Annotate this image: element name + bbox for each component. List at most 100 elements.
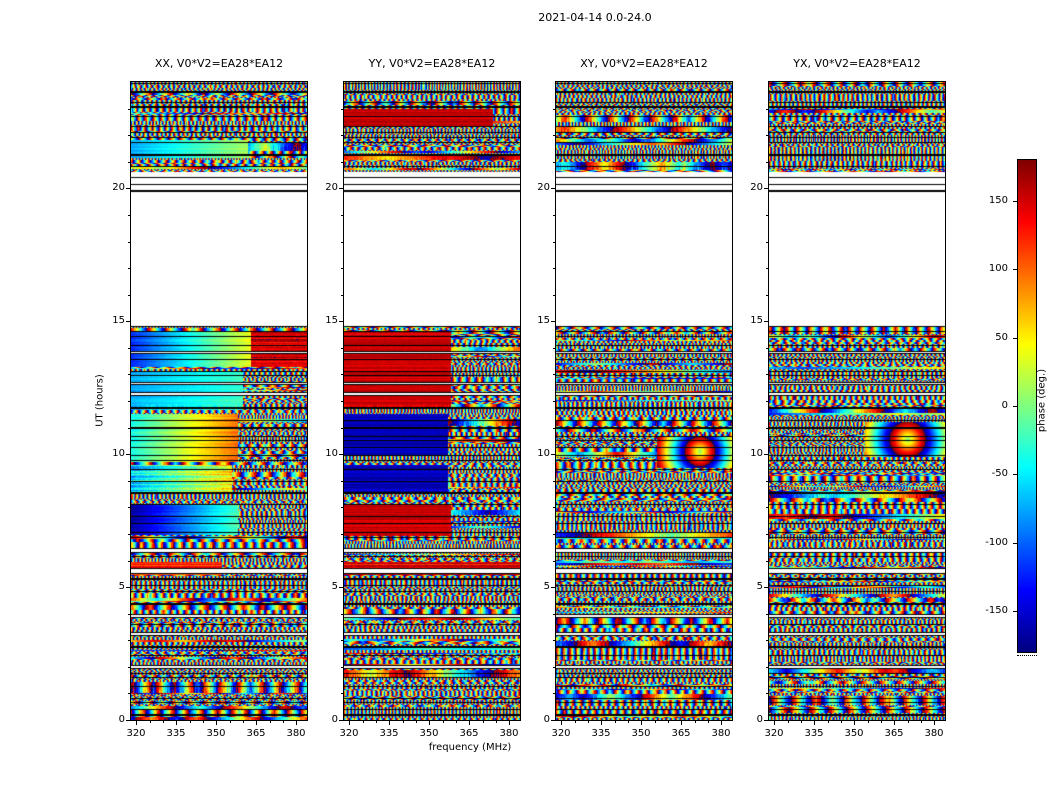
y-major-tick bbox=[551, 454, 555, 455]
x-minor-tick bbox=[828, 721, 829, 723]
x-major-tick bbox=[854, 721, 855, 725]
y-minor-tick bbox=[128, 507, 130, 508]
y-minor-tick bbox=[341, 109, 343, 110]
x-major-tick bbox=[894, 721, 895, 725]
x-tick-label: 380 bbox=[286, 728, 306, 739]
y-minor-tick bbox=[766, 348, 768, 349]
x-minor-tick bbox=[496, 721, 497, 723]
colorbar-tick bbox=[1013, 543, 1017, 544]
panel-xx-title: XX, V0*V2=EA28*EA12 bbox=[154, 57, 284, 70]
x-tick-label: 335 bbox=[379, 728, 399, 739]
y-tick-label: 10 bbox=[750, 448, 763, 459]
y-minor-tick bbox=[128, 215, 130, 216]
x-minor-tick bbox=[708, 721, 709, 723]
y-minor-tick bbox=[128, 109, 130, 110]
x-minor-tick bbox=[203, 721, 204, 723]
x-tick-label: 320 bbox=[126, 728, 146, 739]
x-minor-tick bbox=[150, 721, 151, 723]
y-minor-tick bbox=[766, 507, 768, 508]
x-major-tick bbox=[176, 721, 177, 725]
y-tick-label: 10 bbox=[537, 448, 550, 459]
y-minor-tick bbox=[553, 640, 555, 641]
y-minor-tick bbox=[128, 295, 130, 296]
x-major-tick bbox=[216, 721, 217, 725]
x-minor-tick bbox=[230, 721, 231, 723]
colorbar-tick bbox=[1013, 269, 1017, 270]
y-major-tick bbox=[126, 454, 130, 455]
x-minor-tick bbox=[443, 721, 444, 723]
y-minor-tick bbox=[553, 109, 555, 110]
x-tick-label: 335 bbox=[591, 728, 611, 739]
y-minor-tick bbox=[341, 162, 343, 163]
x-minor-tick bbox=[416, 721, 417, 723]
x-minor-tick bbox=[615, 721, 616, 723]
y-minor-tick bbox=[553, 295, 555, 296]
y-minor-tick bbox=[341, 295, 343, 296]
y-major-tick bbox=[126, 720, 130, 721]
y-minor-tick bbox=[766, 640, 768, 641]
x-tick-label: 380 bbox=[499, 728, 519, 739]
panel-yx-heatmap bbox=[768, 81, 946, 721]
x-minor-tick bbox=[695, 721, 696, 723]
y-minor-tick bbox=[341, 693, 343, 694]
y-tick-label: 0 bbox=[756, 714, 763, 725]
y-minor-tick bbox=[766, 162, 768, 163]
y-tick-label: 20 bbox=[112, 182, 125, 193]
y-minor-tick bbox=[128, 534, 130, 535]
y-tick-label: 15 bbox=[537, 315, 550, 326]
y-tick-label: 20 bbox=[537, 182, 550, 193]
x-minor-tick bbox=[363, 721, 364, 723]
y-major-tick bbox=[764, 720, 768, 721]
y-tick-label: 10 bbox=[112, 448, 125, 459]
y-minor-tick bbox=[128, 348, 130, 349]
x-minor-tick bbox=[628, 721, 629, 723]
y-minor-tick bbox=[766, 534, 768, 535]
y-major-tick bbox=[339, 720, 343, 721]
y-minor-tick bbox=[341, 667, 343, 668]
y-tick-label: 0 bbox=[118, 714, 125, 725]
x-minor-tick bbox=[668, 721, 669, 723]
x-tick-label: 320 bbox=[764, 728, 784, 739]
y-minor-tick bbox=[341, 215, 343, 216]
colorbar-label: phase (deg.) bbox=[1036, 368, 1048, 433]
y-minor-tick bbox=[128, 428, 130, 429]
x-tick-label: 365 bbox=[884, 728, 904, 739]
y-major-tick bbox=[126, 587, 130, 588]
x-tick-label: 365 bbox=[246, 728, 266, 739]
colorbar-underline-dotted bbox=[1017, 655, 1037, 656]
y-minor-tick bbox=[553, 135, 555, 136]
y-minor-tick bbox=[766, 215, 768, 216]
y-minor-tick bbox=[553, 348, 555, 349]
colorbar-tick bbox=[1013, 611, 1017, 612]
colorbar-tick-label: -100 bbox=[985, 537, 1008, 548]
x-major-tick bbox=[136, 721, 137, 725]
y-minor-tick bbox=[553, 428, 555, 429]
y-minor-tick bbox=[128, 481, 130, 482]
y-minor-tick bbox=[766, 109, 768, 110]
y-minor-tick bbox=[553, 534, 555, 535]
x-minor-tick bbox=[483, 721, 484, 723]
panel-yx-title: YX, V0*V2=EA28*EA12 bbox=[793, 57, 921, 70]
y-minor-tick bbox=[553, 374, 555, 375]
y-minor-tick bbox=[766, 242, 768, 243]
y-minor-tick bbox=[766, 481, 768, 482]
y-tick-label: 5 bbox=[756, 581, 763, 592]
y-minor-tick bbox=[553, 693, 555, 694]
x-major-tick bbox=[509, 721, 510, 725]
x-minor-tick bbox=[190, 721, 191, 723]
x-tick-label: 350 bbox=[631, 728, 651, 739]
x-minor-tick bbox=[801, 721, 802, 723]
y-minor-tick bbox=[553, 162, 555, 163]
colorbar bbox=[1017, 159, 1037, 653]
x-minor-tick bbox=[270, 721, 271, 723]
colorbar-tick-label: 150 bbox=[988, 195, 1008, 206]
y-minor-tick bbox=[128, 242, 130, 243]
x-axis-label: frequency (MHz) bbox=[428, 742, 512, 753]
panel-yy-title: YY, V0*V2=EA28*EA12 bbox=[368, 57, 496, 70]
colorbar-tick bbox=[1013, 406, 1017, 407]
x-tick-label: 350 bbox=[844, 728, 864, 739]
y-major-tick bbox=[339, 321, 343, 322]
y-minor-tick bbox=[553, 401, 555, 402]
x-major-tick bbox=[814, 721, 815, 725]
y-minor-tick bbox=[766, 428, 768, 429]
